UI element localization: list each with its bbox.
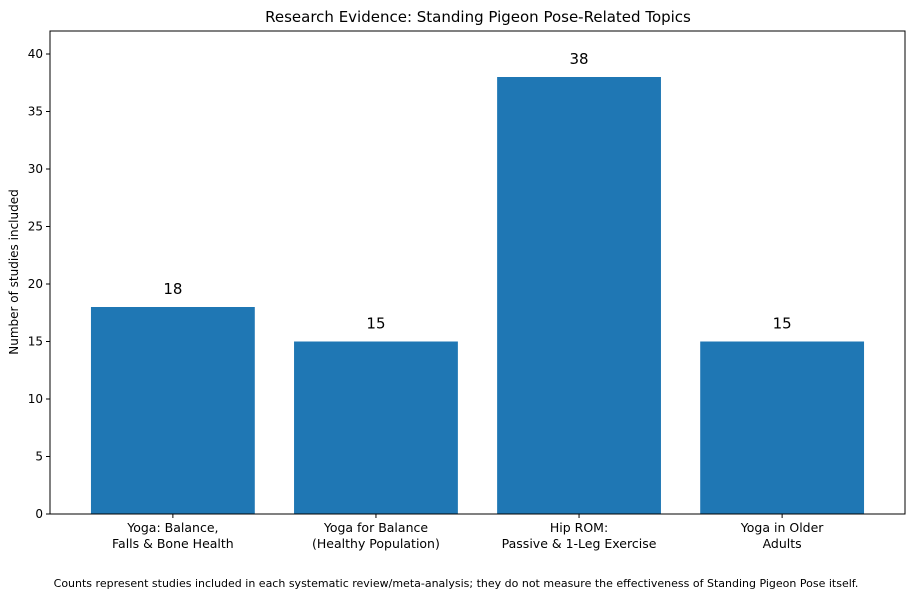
data-label-1: 18 bbox=[163, 280, 182, 298]
y-tick-label-25: 25 bbox=[28, 220, 43, 234]
bar-1 bbox=[90, 307, 255, 514]
bar-3 bbox=[497, 77, 661, 514]
x-axis-ticks: Yoga: Balance,Falls & Bone Health Yoga fo… bbox=[112, 514, 824, 551]
data-label-4: 15 bbox=[773, 315, 792, 333]
bars-group: 18 15 38 15 bbox=[90, 50, 865, 514]
y-tick-label-40: 40 bbox=[28, 47, 43, 61]
x-tick-label-3-line-2: Passive & 1-Leg Exercise bbox=[502, 536, 657, 551]
y-tick-label-35: 35 bbox=[28, 105, 43, 119]
footnote: Counts represent studies included in eac… bbox=[53, 577, 859, 590]
bar-chart: Research Evidence: Standing Pigeon Pose-… bbox=[7, 8, 906, 551]
y-tick-label-0: 0 bbox=[35, 507, 43, 521]
x-tick-label-3-line-1: Hip ROM: bbox=[550, 520, 608, 535]
x-tick-label-1-line-1: Yoga: Balance, bbox=[126, 520, 218, 535]
y-tick-label-15: 15 bbox=[28, 335, 43, 349]
y-axis-label: Number of studies included bbox=[7, 189, 21, 354]
x-tick-label-4-line-2: Adults bbox=[763, 536, 802, 551]
plot-frame bbox=[49, 30, 906, 515]
data-label-3: 38 bbox=[569, 50, 588, 68]
y-tick-label-30: 30 bbox=[28, 162, 43, 176]
x-tick-label-1-line-2: Falls & Bone Health bbox=[112, 536, 234, 551]
y-tick-label-5: 5 bbox=[35, 450, 43, 464]
chart-title: Research Evidence: Standing Pigeon Pose-… bbox=[265, 8, 691, 26]
x-tick-label-2-line-2: (Healthy Population) bbox=[312, 536, 440, 551]
data-label-2: 15 bbox=[366, 315, 385, 333]
x-tick-label-4-line-1: Yoga in Older bbox=[740, 520, 824, 535]
bar-4 bbox=[700, 341, 865, 514]
y-tick-label-20: 20 bbox=[28, 277, 43, 291]
y-tick-label-10: 10 bbox=[28, 392, 43, 406]
bar-2 bbox=[294, 341, 458, 514]
y-axis-ticks: 0 5 10 15 20 25 30 35 40 bbox=[28, 47, 50, 521]
x-tick-label-2-line-1: Yoga for Balance bbox=[323, 520, 429, 535]
